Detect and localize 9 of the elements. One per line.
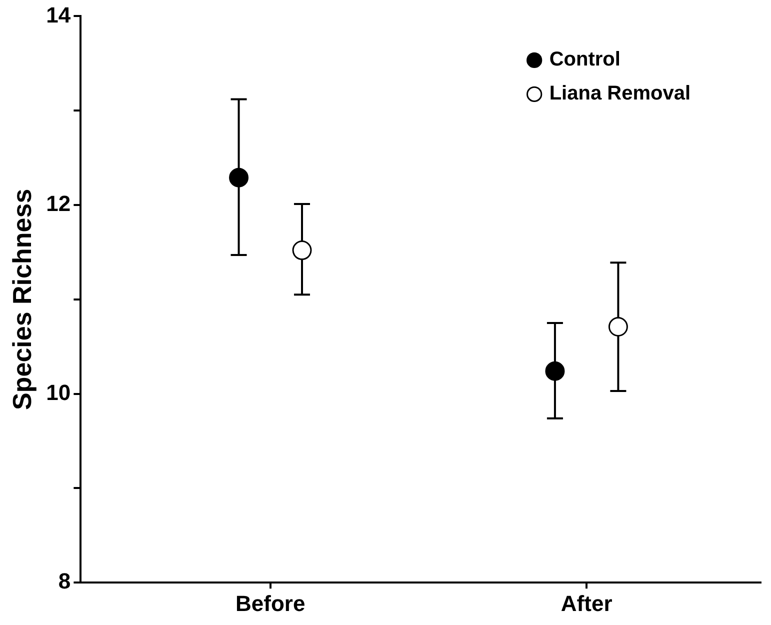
legend-label: Control	[549, 48, 620, 71]
legend-label: Liana Removal	[549, 82, 691, 105]
y-tick-label: 14	[46, 2, 72, 28]
x-tick-label: After	[560, 590, 613, 616]
y-axis-title: Species Richness	[6, 188, 37, 410]
y-tick-label: 8	[58, 568, 71, 594]
y-tick-label: 12	[46, 191, 71, 216]
x-tick-label: Before	[236, 590, 306, 616]
y-tick-label: 10	[46, 380, 71, 405]
